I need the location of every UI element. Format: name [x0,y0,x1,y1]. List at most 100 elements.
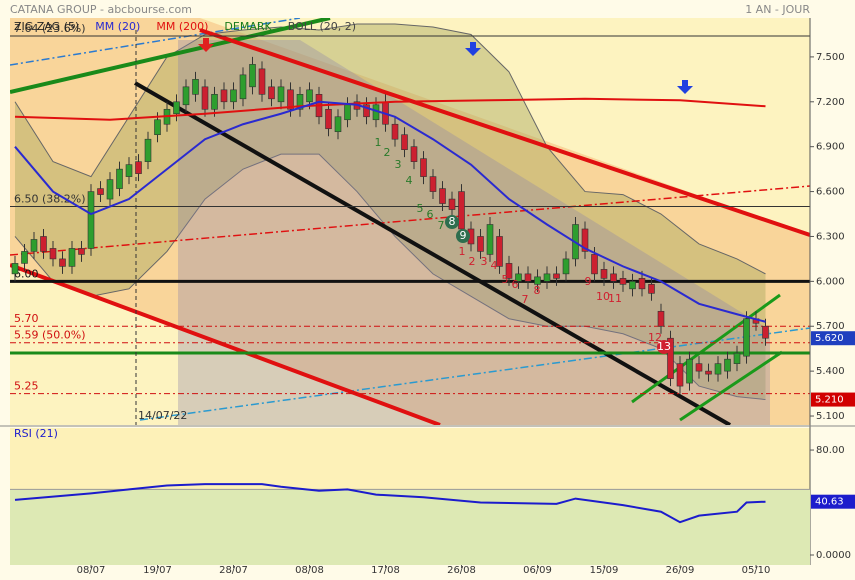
candle-body [610,273,617,282]
candle-body [762,325,769,339]
candle-body [676,363,684,387]
candle-body [239,74,247,100]
legend-entry: BOLL (20, 2) [288,20,356,33]
y-tick-label: 6.900 [816,142,845,153]
candle-body [296,94,304,110]
candle-body [211,94,218,110]
x-tick-label: 05/10 [742,565,771,576]
demark-buy: 5 [417,202,424,215]
x-tick-label: 19/07 [143,565,172,576]
x-tick-label: 08/07 [77,565,106,576]
arrow [198,38,214,52]
trendline [10,18,301,66]
candle-body [97,188,104,195]
arrow [677,80,693,94]
candle-body [429,176,437,192]
arrow [465,42,481,56]
demark-buy: 2 [384,146,391,159]
rsi-line [14,483,766,524]
demark-sell: 1 [459,245,466,258]
y-tick-label: 6.300 [816,231,845,242]
candle-body [410,146,418,162]
demark-buy: 4 [406,174,413,187]
candle-body [154,119,161,136]
candle-body [59,258,66,267]
legend-entry: MM (200) [156,20,208,33]
demark-circle [445,215,459,229]
demark-buy: 1 [375,136,382,149]
legend-entry: ZIG ZAG (5) [14,20,79,33]
trendline [10,263,441,425]
y-tick-label: 5.400 [816,366,845,377]
candle-body [448,198,456,210]
candle-body [496,236,503,267]
price-box [811,392,855,407]
x-tick-label: 08/08 [295,565,324,576]
trendline [139,327,810,421]
candle-body [30,239,38,252]
candle-body [553,273,560,279]
candle-body [505,263,513,279]
candle-body [486,224,494,255]
trendline [10,185,810,256]
candle-body [439,188,446,204]
candle-body [325,108,332,130]
demark-buy: 9 [460,229,467,242]
boll-band [15,23,766,400]
demark-circle [657,340,671,354]
candle-body [106,179,114,200]
boll-upper [14,23,766,275]
level-label: 6.50 (38.2%) [14,193,86,206]
y-tick-label: 7.200 [816,97,845,108]
rsi-tick-label: 80.00 [816,445,845,456]
candle-body [543,273,551,282]
candle-body [705,370,712,375]
level-label: 6.00 [14,267,39,280]
candle-body [629,281,636,290]
candle-body [600,269,608,279]
candle-body [21,251,28,264]
demark-buy: 3 [395,158,402,171]
candle-body [249,64,256,88]
candle-body [125,164,133,177]
boll-layer [14,23,766,401]
drawings [10,18,810,425]
candle-body [657,310,665,327]
legend-entry: DEMARK [224,20,272,33]
demark-sell: 13 [657,340,671,353]
y-tick-label: 5.700 [816,321,845,332]
candle-body [182,86,190,106]
demark-sell: 12 [648,331,662,344]
demark-sell: 2 [469,255,476,268]
candle-body [68,248,76,267]
candle-body [277,86,285,103]
mm20-line [14,100,766,323]
candle-body [78,248,85,255]
candle-body [420,158,427,177]
candle-body [363,104,370,118]
candle-body [192,79,199,95]
candle-body [11,263,19,275]
candle-body [268,86,275,100]
candle-body [173,101,180,115]
candle-body [334,116,342,133]
candle-body [581,228,589,252]
candle-body [458,191,465,230]
candle-body [344,104,351,121]
demark-buy: 7 [438,219,445,232]
x-tick-label: 15/09 [590,565,619,576]
demark-buy: 8 [449,215,456,228]
demark-sell: 8 [534,284,541,297]
trendline [199,28,810,237]
candle-body [534,276,541,285]
price-box [811,331,855,346]
rsi-tick-label: 0.0000 [816,550,851,561]
candle-body [619,278,627,285]
boll-lower [14,153,766,401]
candle-body [695,363,703,372]
levels: 7.64 (23.6%) 6.50 (38.2%) 6.00 5.70 5.59 (50… [10,22,810,395]
trendline [10,18,331,94]
trendline [134,81,731,425]
